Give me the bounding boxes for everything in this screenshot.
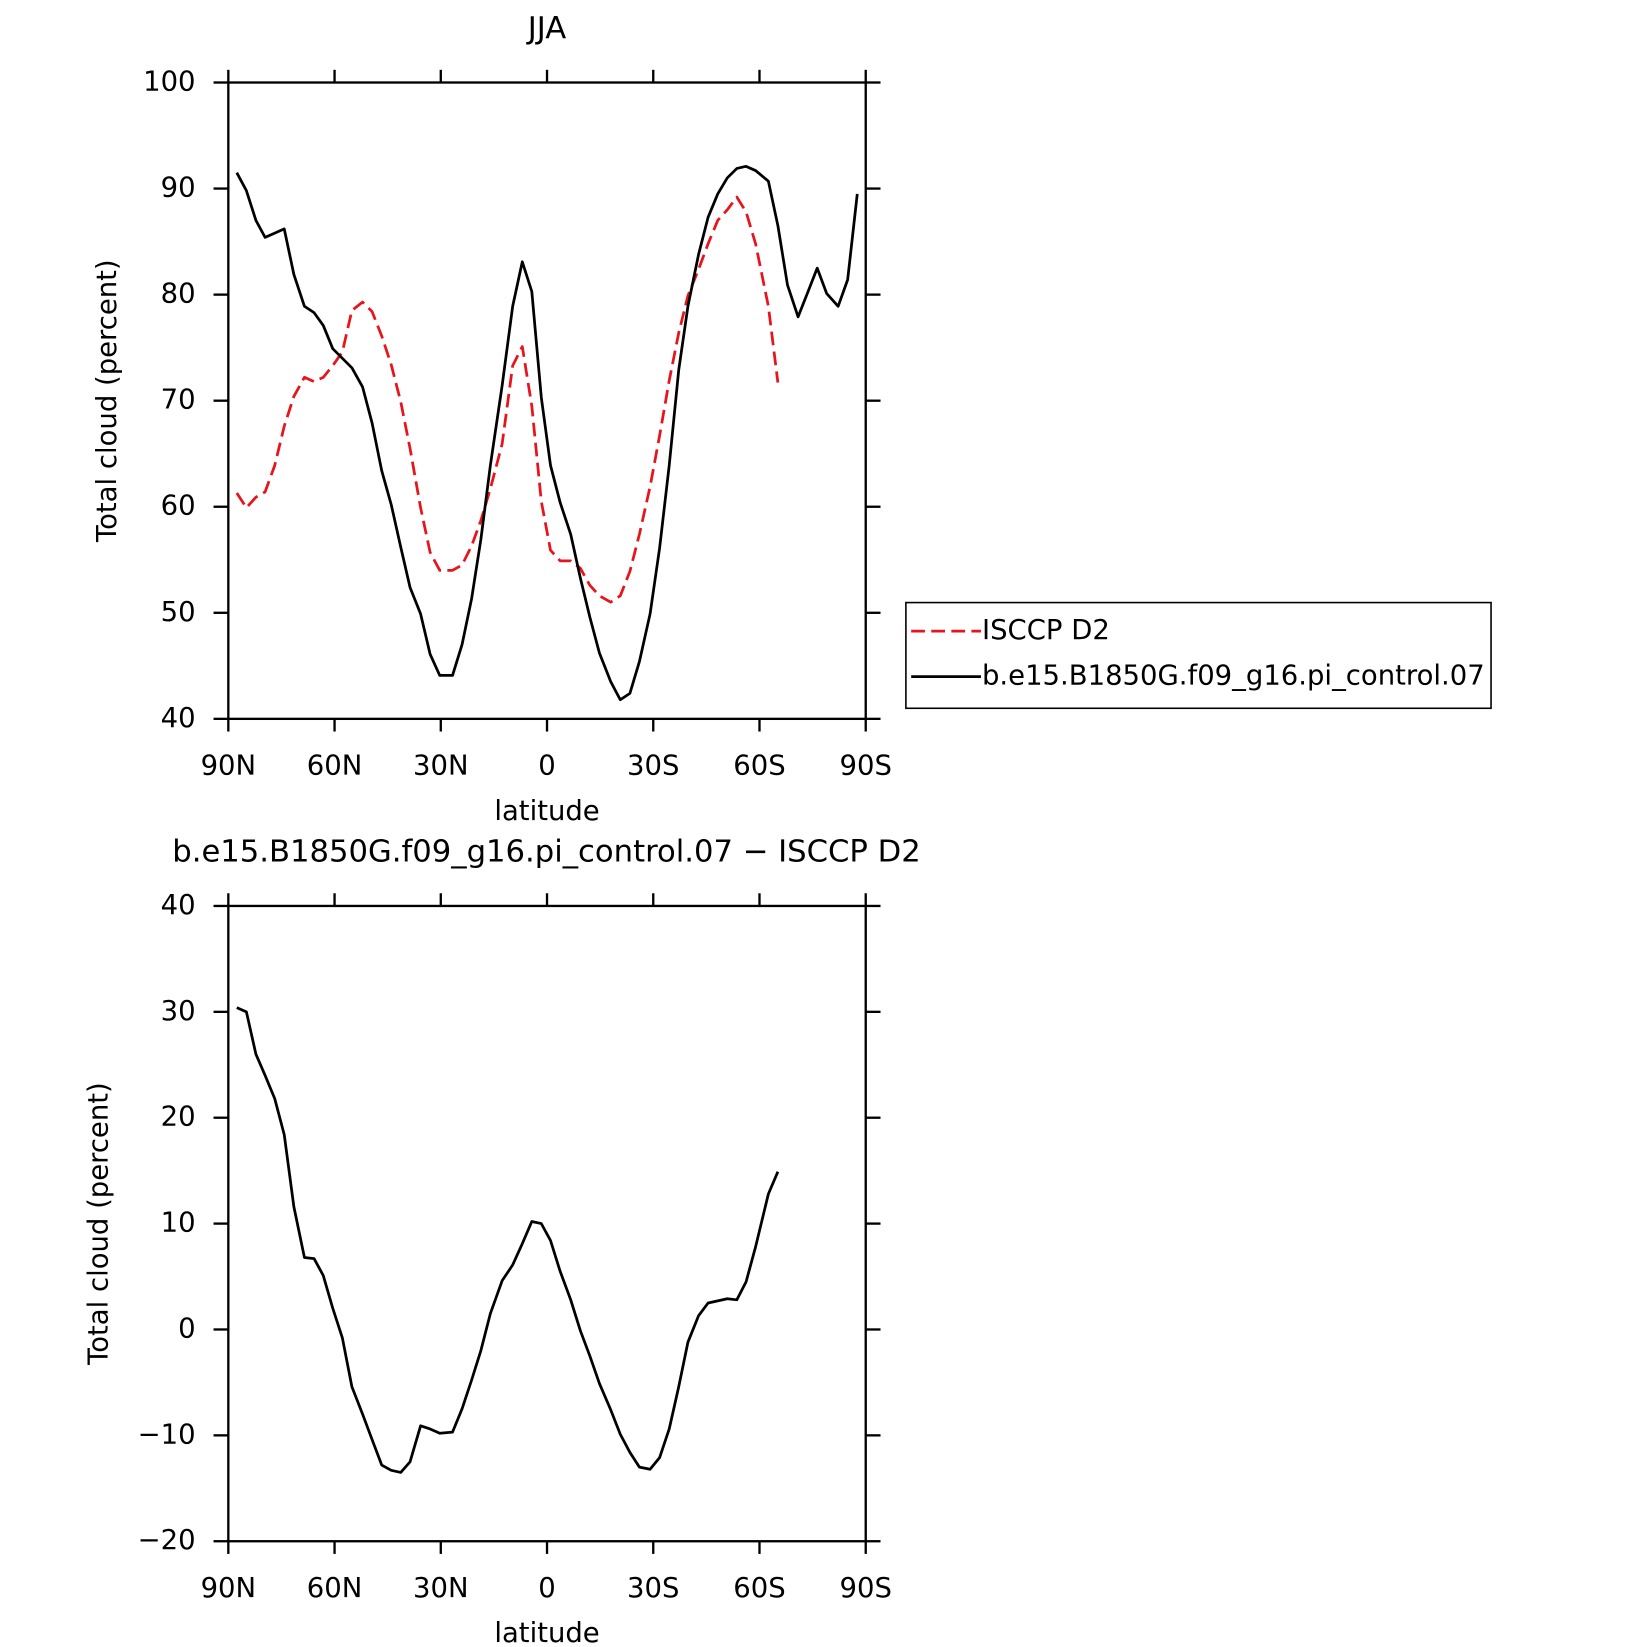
- x-axis-label: latitude: [494, 795, 599, 827]
- y-tick-label: 20: [161, 1101, 196, 1133]
- y-tick-label: 70: [161, 384, 196, 416]
- y-tick-label: 10: [161, 1207, 196, 1239]
- plot-frame: [227, 904, 867, 1543]
- y-axis-label: Total cloud (percent): [91, 259, 123, 543]
- y-tick-label: 50: [161, 596, 196, 628]
- x-tick-label: 60S: [733, 749, 785, 781]
- data-line: [236, 1006, 780, 1474]
- data-line: [235, 195, 780, 604]
- x-tick-label: 60S: [733, 1572, 785, 1604]
- legend-label: ISCCP D2: [982, 614, 1110, 646]
- y-tick-label: 40: [161, 702, 196, 734]
- y-tick-label: 0: [178, 1312, 195, 1344]
- x-tick-label: 60N: [307, 1572, 363, 1604]
- x-tick-label: 60N: [307, 749, 363, 781]
- y-tick-label: 30: [161, 995, 196, 1027]
- x-tick-label: 30N: [413, 749, 469, 781]
- chart-title: JJA: [526, 11, 567, 46]
- x-tick-label: 30N: [413, 1572, 469, 1604]
- chart-title: b.e15.B1850G.f09_g16.pi_control.07 − ISC…: [172, 835, 920, 870]
- x-axis-label: latitude: [494, 1617, 599, 1647]
- x-tick-label: 90S: [840, 1572, 892, 1604]
- y-tick-label: −10: [138, 1418, 196, 1450]
- legend-label: b.e15.B1850G.f09_g16.pi_control.07: [982, 660, 1485, 692]
- x-tick-label: 90S: [840, 749, 892, 781]
- data-line: [235, 164, 859, 702]
- y-tick-label: −20: [138, 1524, 196, 1556]
- y-tick-label: 40: [161, 889, 196, 921]
- legend-box: [905, 601, 1492, 710]
- y-tick-label: 60: [161, 490, 196, 522]
- plot-frame: [227, 81, 867, 721]
- y-tick-label: 90: [161, 172, 196, 204]
- x-tick-label: 30S: [627, 749, 679, 781]
- x-tick-label: 90N: [201, 749, 257, 781]
- x-tick-label: 90N: [201, 1572, 257, 1604]
- y-tick-label: 100: [143, 66, 195, 98]
- x-tick-label: 30S: [627, 1572, 679, 1604]
- x-tick-label: 0: [538, 749, 555, 781]
- x-tick-label: 0: [538, 1572, 555, 1604]
- legend: ISCCP D2 b.e15.B1850G.f09_g16.pi_control.…: [905, 601, 1492, 710]
- y-axis-label: Total cloud (percent): [82, 1082, 114, 1366]
- y-tick-label: 80: [161, 278, 196, 310]
